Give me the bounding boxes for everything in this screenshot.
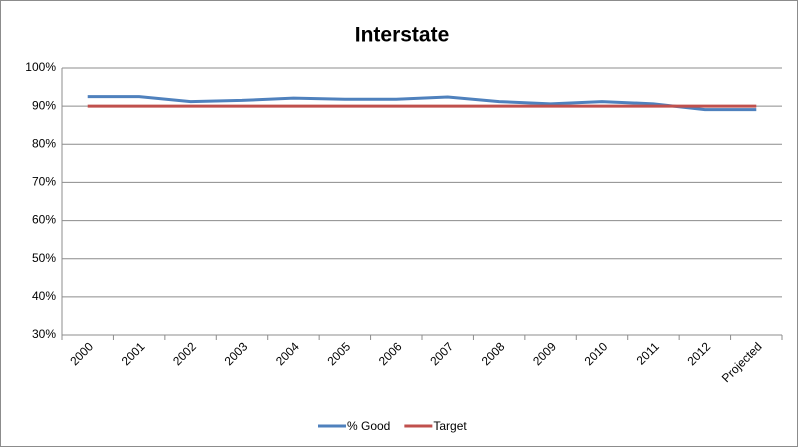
y-tick-label: 100% <box>25 60 56 74</box>
series-line <box>87 95 757 112</box>
legend-label: % Good <box>347 419 390 433</box>
y-tick-label: 30% <box>32 327 56 341</box>
y-tick-label: 90% <box>32 98 56 112</box>
chart-title: Interstate <box>355 24 450 47</box>
y-tick-label: 80% <box>32 136 56 150</box>
y-tick-label: 70% <box>32 175 56 189</box>
y-tick-label: 50% <box>32 251 56 265</box>
y-tick-label: 40% <box>32 289 56 303</box>
y-tick-label: 60% <box>32 213 56 227</box>
legend-label: Target <box>433 419 467 433</box>
